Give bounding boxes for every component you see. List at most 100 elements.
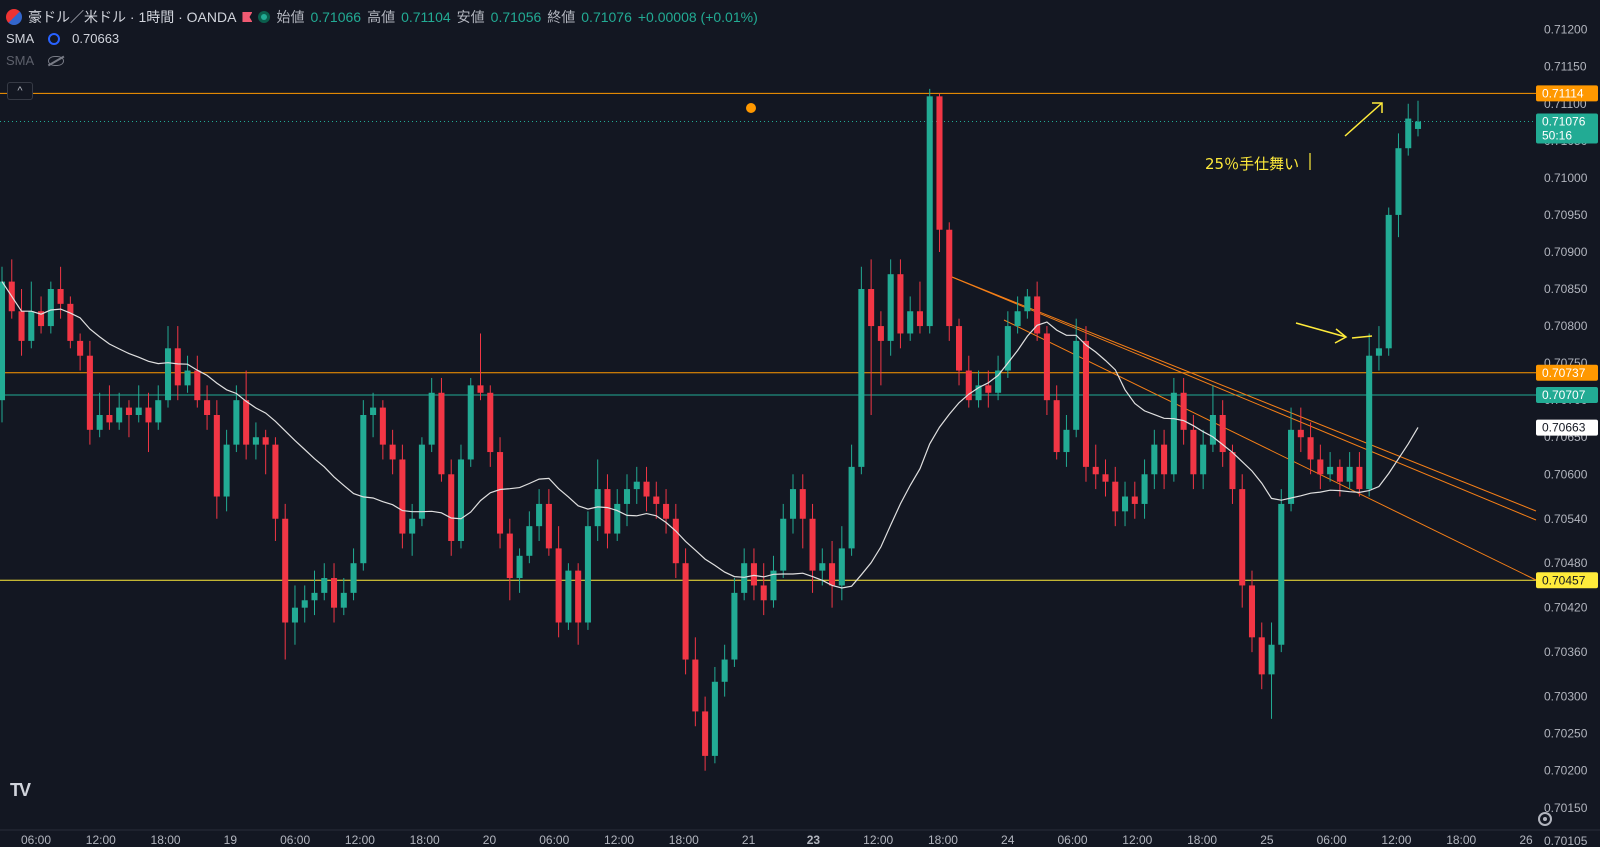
candle-body [428, 392, 435, 445]
candle-body [233, 400, 240, 445]
candle-body [1122, 496, 1129, 512]
x-tick-label: 21 [742, 833, 756, 847]
candle-body [28, 311, 35, 341]
low-label: 安値 [456, 9, 485, 25]
x-tick-label: 23 [807, 833, 821, 847]
candle-body [536, 503, 543, 527]
candle-body [86, 355, 93, 430]
low-value: 0.71056 [490, 9, 542, 25]
candle-body [955, 326, 963, 371]
annotations[interactable]: 25％手仕舞い [746, 102, 1383, 344]
sma-hidden-row[interactable]: SMA [6, 50, 758, 72]
x-tick-label: 12:00 [86, 833, 116, 847]
sma-label[interactable]: SMA [6, 31, 35, 46]
candle-body [1366, 355, 1373, 490]
candle-body [829, 563, 836, 586]
candle-body [1024, 296, 1031, 312]
high-label: 高値 [367, 9, 396, 25]
candle-body [1248, 585, 1256, 638]
time-axis[interactable]: 06:00 12:00 18:00 19 06:00 12:00 18:00 20 06:00 1… [21, 833, 1533, 847]
candle-body [575, 570, 582, 623]
sma-hidden-label[interactable]: SMA [6, 53, 35, 68]
y-tick-label: 0.70360 [1544, 645, 1588, 659]
candle-body [1288, 429, 1295, 504]
price-label-tag [1536, 85, 1598, 102]
x-tick-label: 19 [224, 833, 238, 847]
candle-body [223, 444, 230, 497]
candle-body [760, 585, 767, 601]
y-tick-label: 0.70950 [1544, 208, 1588, 222]
candle-body [584, 526, 591, 623]
sma-line [1, 281, 1419, 589]
candle-body [194, 370, 201, 401]
candle-body [38, 311, 45, 327]
candle-body [1385, 214, 1392, 349]
candle-body [155, 400, 162, 423]
candle-body [1053, 400, 1060, 453]
collapse-legend-button[interactable]: ^ [7, 82, 33, 100]
candle-body [213, 415, 220, 497]
candle-body [477, 385, 484, 393]
arrow-right[interactable] [1295, 322, 1347, 338]
candle-body [1004, 326, 1011, 371]
candle-body [1327, 466, 1334, 475]
trend-line-2[interactable] [951, 276, 1537, 521]
x-tick-label: 12:00 [345, 833, 375, 847]
candle-body [1200, 444, 1207, 475]
candle-body [409, 518, 416, 534]
arrow-up-right[interactable] [1344, 102, 1383, 137]
candle-body [750, 563, 757, 586]
candle-body [770, 570, 777, 601]
candle-body [67, 303, 74, 341]
candle-body [975, 385, 982, 401]
y-tick-label: 0.70800 [1544, 319, 1588, 333]
candle-body [799, 489, 806, 519]
x-tick-label: 06:00 [539, 833, 569, 847]
x-tick-label: 18:00 [1187, 833, 1217, 847]
x-tick-label: 06:00 [21, 833, 51, 847]
candle-body [1073, 340, 1080, 430]
trend-line-3[interactable] [1003, 319, 1537, 581]
close-value: 0.71076 [581, 9, 632, 25]
candle-body [467, 385, 474, 460]
flag-icon[interactable] [242, 12, 253, 22]
candle-body [272, 444, 279, 519]
candle-body [438, 392, 445, 475]
annotation-text[interactable]: 25％手仕舞い [1205, 155, 1299, 173]
candle-body [135, 407, 142, 415]
event-marker[interactable] [746, 103, 756, 113]
x-tick-label: 18:00 [151, 833, 181, 847]
candle-body [1336, 466, 1343, 482]
trend-line-1[interactable] [951, 276, 1537, 512]
price-label-tag [1536, 386, 1598, 403]
sma-indicator-row[interactable]: SMA 0.70663 [6, 28, 758, 50]
candle-body [702, 711, 709, 756]
candle-body [789, 489, 797, 519]
candle-body [1356, 466, 1363, 490]
x-tick-label: 06:00 [1058, 833, 1088, 847]
candle-body [819, 563, 826, 571]
candle-body [1239, 489, 1246, 586]
candle-body [116, 407, 123, 423]
arrow-right-head [1334, 328, 1348, 344]
y-tick-label: 0.70200 [1544, 764, 1588, 778]
candle-body [145, 407, 152, 423]
symbol-title[interactable]: 豪ドル／米ドル · 1時間 · OANDA [28, 9, 237, 25]
candle-body [243, 400, 250, 445]
y-tick-label: 0.71000 [1544, 171, 1588, 185]
candle-body [516, 555, 523, 579]
candle-body [633, 481, 640, 490]
candle-body [1219, 415, 1226, 453]
horizontal-lines[interactable] [0, 92, 1536, 581]
trend-lines[interactable] [951, 276, 1537, 581]
settings-gear-icon[interactable] [1538, 812, 1552, 826]
candle-body [96, 415, 103, 430]
arrow-up-right-head [1372, 102, 1383, 113]
candle-body [252, 437, 259, 445]
eye-hidden-icon[interactable] [48, 56, 65, 66]
price-label-text: 0.71076 [1542, 115, 1586, 129]
x-tick-label: 06:00 [280, 833, 310, 847]
